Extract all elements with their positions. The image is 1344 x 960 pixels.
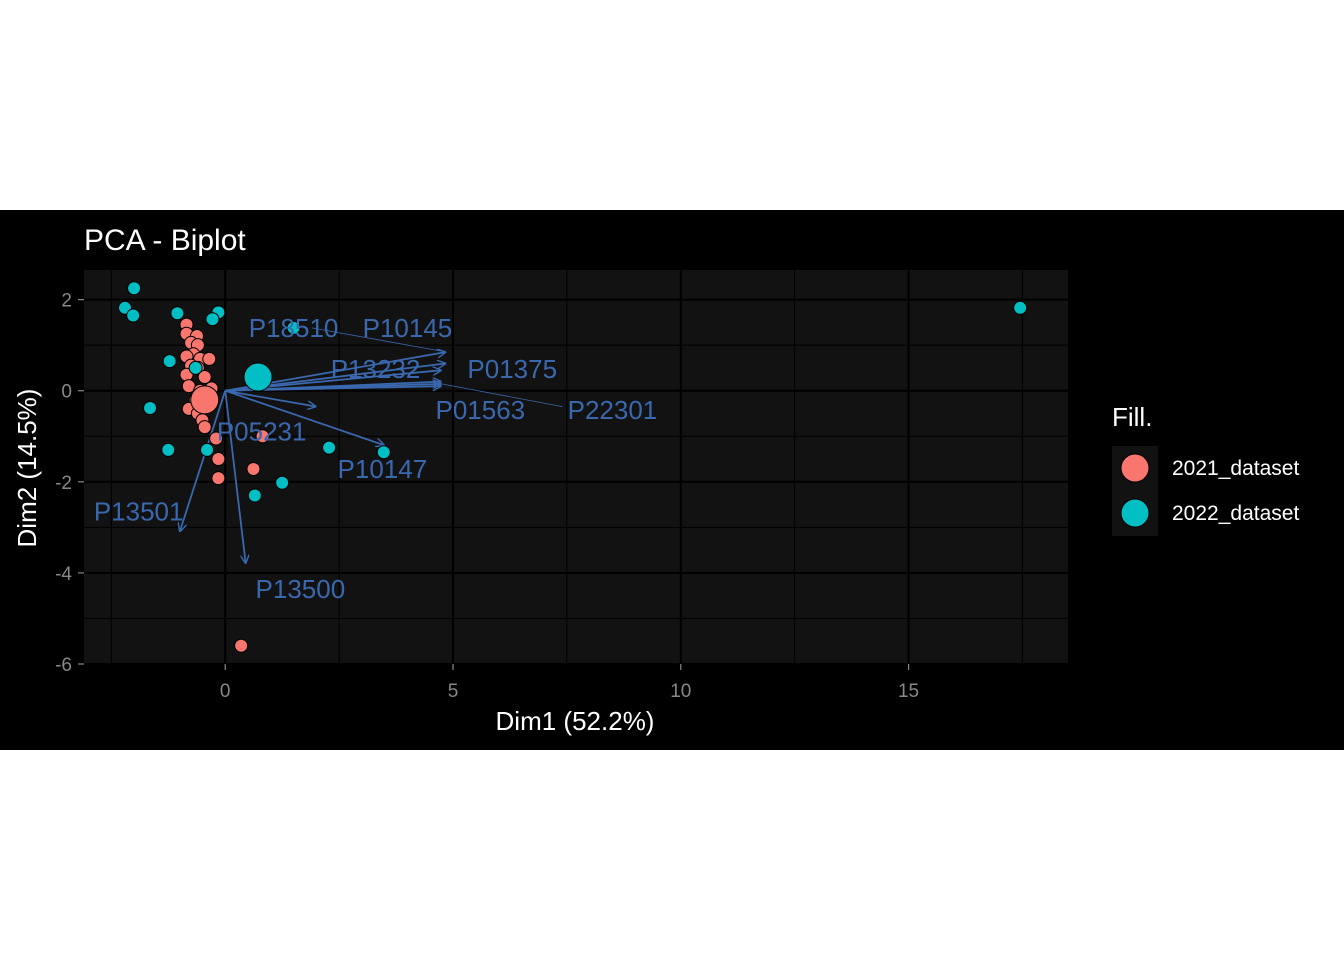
data-point-2022-dataset [322, 440, 337, 455]
data-point-2022-dataset [376, 445, 391, 460]
data-point-2021-dataset [197, 370, 212, 385]
loading-label-p05231: P05231 [217, 417, 307, 447]
loading-arrow-p13500 [224, 390, 246, 564]
chart-title: PCA - Biplot [84, 224, 246, 257]
loading-label-p13232: P13232 [331, 354, 421, 384]
loading-label-p01563: P01563 [436, 395, 526, 425]
centroid-point-2021-dataset [190, 385, 220, 415]
data-point-2021-dataset [211, 452, 226, 467]
data-point-2022-dataset [247, 488, 262, 503]
data-point-2022-dataset [170, 306, 185, 321]
x-tick-label: 5 [448, 681, 459, 702]
data-point-2022-dataset [162, 354, 177, 369]
data-point-2022-dataset [126, 308, 141, 323]
y-tick-label: 2 [61, 291, 72, 312]
legend-label-2022-dataset: 2022_dataset [1172, 502, 1299, 525]
data-point-2021-dataset [209, 431, 224, 446]
x-tick-label: 0 [220, 681, 231, 702]
centroid-point-2022-dataset [243, 362, 273, 392]
loading-label-p01375: P01375 [467, 354, 557, 384]
label-leader-p18510 [311, 327, 447, 353]
x-tick-label: 10 [670, 681, 691, 702]
data-point-2022-dataset [200, 442, 214, 457]
loading-label-p13500: P13500 [256, 574, 346, 604]
data-point-2022-dataset [161, 442, 176, 457]
data-point-2021-dataset [202, 351, 217, 366]
data-point-2021-dataset [255, 429, 270, 444]
x-tick-label: 15 [898, 681, 919, 702]
legend-swatch-2021-dataset [1120, 453, 1150, 483]
label-leader-p22301 [441, 383, 563, 408]
loading-label-p10145: P10145 [363, 313, 453, 343]
legend-swatch-2022-dataset [1120, 498, 1150, 528]
legend-label-2021-dataset: 2021_dataset [1172, 457, 1299, 480]
data-point-2021-dataset [211, 471, 226, 486]
y-tick-label: 0 [61, 382, 72, 403]
loading-arrow-p10147 [224, 389, 384, 446]
y-tick-label: -2 [55, 473, 72, 494]
data-point-2022-dataset [1013, 300, 1028, 315]
y-tick-label: -6 [55, 655, 72, 676]
data-point-2022-dataset [275, 475, 290, 490]
data-point-2022-dataset [127, 281, 142, 296]
chart-background: P18510 P10145 P13232 P01375 P01563 P22301 P052… [0, 210, 1344, 750]
x-axis-title: Dim1 (52.2%) [496, 706, 655, 736]
legend-title: Fill. [1112, 402, 1152, 432]
loading-label-p22301: P22301 [568, 395, 658, 425]
data-point-2022-dataset [286, 320, 301, 335]
data-point-2022-dataset [205, 312, 220, 327]
loading-label-p13501: P13501 [94, 496, 184, 526]
data-point-2022-dataset [188, 360, 203, 375]
y-tick-label: -4 [55, 564, 72, 585]
y-axis-title: Dim2 (14.5%) [12, 389, 42, 548]
loading-label-p10147: P10147 [338, 454, 428, 484]
data-point-2021-dataset [246, 462, 261, 477]
loading-arrow-p13501 [180, 390, 227, 532]
data-point-2022-dataset [143, 401, 158, 416]
data-point-2021-dataset [197, 420, 212, 435]
loading-arrow-p05231 [225, 389, 316, 407]
pca-biplot-chart: P18510 P10145 P13232 P01375 P01563 P22301 P052… [12, 224, 1299, 736]
plot-panel [84, 270, 1068, 664]
data-point-2021-dataset [234, 638, 249, 653]
loading-label-p18510: P18510 [249, 313, 339, 343]
